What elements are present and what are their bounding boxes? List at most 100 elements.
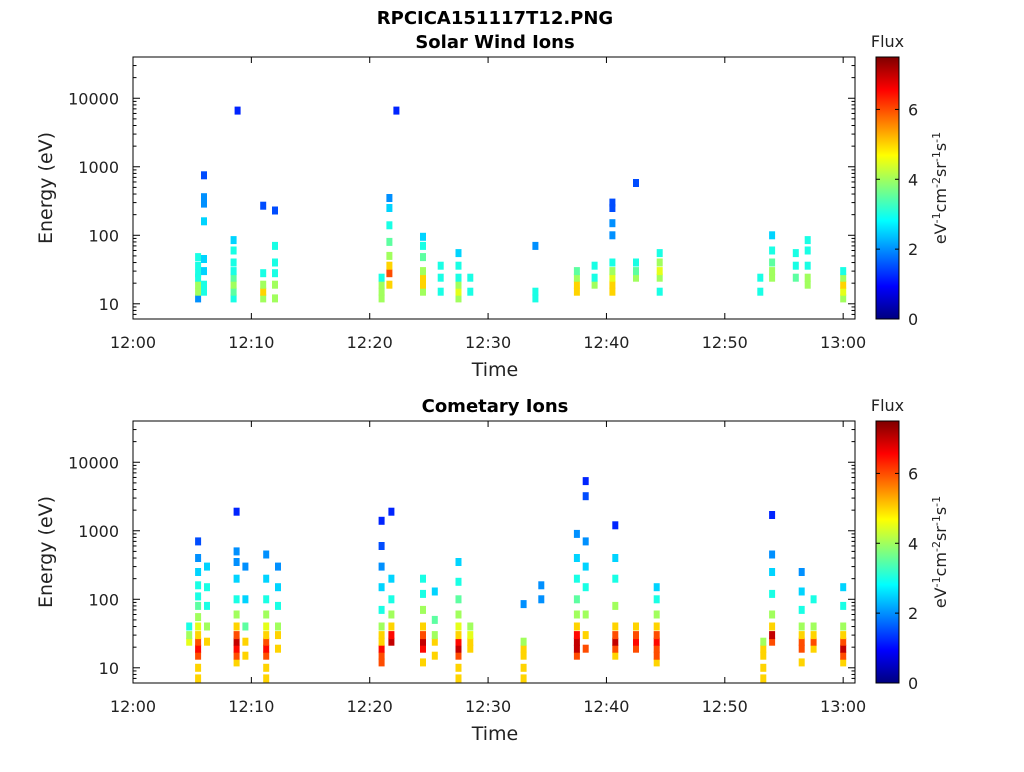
heatmap-cell xyxy=(388,595,395,604)
heatmap-cell xyxy=(760,651,767,660)
heatmap-cell xyxy=(612,622,619,631)
heatmap-cell xyxy=(386,221,393,230)
heatmap-cell xyxy=(263,631,270,640)
heatmap-cell xyxy=(582,492,589,501)
heatmap-cell xyxy=(769,273,776,282)
heatmap-cell xyxy=(769,637,776,646)
heatmap-cell xyxy=(263,595,270,604)
x-axis-label: Time xyxy=(471,359,519,381)
heatmap-cell xyxy=(242,637,249,646)
heatmap-cell xyxy=(230,287,237,296)
heatmap-cell xyxy=(455,287,462,296)
heatmap-cell xyxy=(272,269,278,278)
heatmap-cell xyxy=(653,637,660,646)
heatmap-cell xyxy=(798,605,805,614)
heatmap-cell xyxy=(609,287,616,296)
heatmap-cell xyxy=(520,637,527,646)
x-tick-label: 12:50 xyxy=(702,333,748,352)
heatmap-cell xyxy=(431,637,438,646)
heatmap-cell xyxy=(195,253,202,262)
y-tick-label: 1000 xyxy=(78,158,119,177)
heatmap-cell xyxy=(840,658,847,667)
heatmap-cell xyxy=(230,236,237,245)
heatmap-cell xyxy=(804,236,811,245)
heatmap-cell xyxy=(455,261,462,270)
heatmap-cell xyxy=(263,663,270,672)
heatmap-cell xyxy=(204,562,210,571)
heatmap-cell xyxy=(263,644,270,653)
heatmap-cell xyxy=(609,267,616,276)
y-tick-label: 10 xyxy=(99,659,119,678)
heatmap-cell xyxy=(656,267,663,276)
colorbar-tick-label: 4 xyxy=(908,170,918,189)
heatmap-cell xyxy=(242,562,249,571)
heatmap-cell xyxy=(633,622,639,631)
heatmap-cell xyxy=(840,651,847,660)
heatmap-cell xyxy=(272,206,278,215)
heatmap-cell xyxy=(431,651,438,660)
heatmap-cell xyxy=(810,637,817,646)
heatmap-cell xyxy=(386,194,393,202)
heatmap-cell xyxy=(591,280,598,289)
heatmap-cell xyxy=(591,261,598,270)
heatmap-cell xyxy=(573,610,580,619)
heatmap-cell xyxy=(420,589,426,598)
heatmap-cell xyxy=(633,273,639,282)
heatmap-cell xyxy=(455,622,462,631)
heatmap-cells xyxy=(195,106,847,303)
heatmap-cell xyxy=(573,554,580,562)
heatmap-cell xyxy=(242,595,249,604)
heatmap-cell xyxy=(633,631,639,640)
heatmap-cell xyxy=(420,287,426,296)
heatmap-cell xyxy=(437,261,444,270)
colorbar-tick-label: 2 xyxy=(908,240,918,259)
heatmap-cell xyxy=(609,198,616,207)
colorbar-title: Flux xyxy=(871,396,904,415)
heatmap-cell xyxy=(582,631,589,640)
heatmap-cell xyxy=(633,267,639,276)
y-tick-label: 100 xyxy=(88,590,119,609)
heatmap-cell xyxy=(455,280,462,289)
heatmap-cell xyxy=(378,651,385,660)
heatmap-cell xyxy=(195,631,202,640)
heatmap-cell xyxy=(201,171,207,180)
heatmap-cell xyxy=(230,273,237,282)
x-tick-label: 12:40 xyxy=(583,697,629,716)
heatmap-cell xyxy=(467,644,474,653)
heatmap-cell xyxy=(653,583,660,592)
heatmap-cell xyxy=(195,622,202,631)
heatmap-cell xyxy=(263,637,270,646)
heatmap-cell xyxy=(532,241,539,250)
heatmap-cell xyxy=(455,294,462,303)
heatmap-cell xyxy=(520,651,527,660)
heatmap-cell xyxy=(573,267,580,276)
heatmap-cell xyxy=(769,622,776,631)
heatmap-cell xyxy=(275,601,281,610)
heatmap-cell xyxy=(388,610,395,619)
heatmap-cell xyxy=(195,537,202,546)
heatmap-cell xyxy=(656,287,663,296)
heatmap-cell xyxy=(760,674,767,683)
heatmap-cell xyxy=(573,622,580,631)
heatmap-cell xyxy=(186,622,193,631)
y-axis: 10 100 1000 10000 xyxy=(68,56,855,320)
y-tick-label: 10000 xyxy=(68,89,119,108)
heatmap-cell xyxy=(378,658,385,667)
heatmap-cell xyxy=(769,511,776,519)
heatmap-cell xyxy=(378,287,385,296)
heatmap-cell xyxy=(633,179,639,187)
heatmap-cell xyxy=(195,674,202,683)
heatmap-cell xyxy=(653,622,660,631)
heatmap-cell xyxy=(242,651,249,660)
heatmap-cell xyxy=(378,622,385,631)
colorbar-tick-label: 0 xyxy=(908,310,918,329)
heatmap-cell xyxy=(455,663,462,672)
heatmap-cell xyxy=(769,258,776,267)
heatmap-cell xyxy=(609,204,616,212)
heatmap-cell xyxy=(520,600,527,609)
heatmap-cell xyxy=(455,651,462,660)
heatmap-cell xyxy=(769,589,776,598)
heatmap-cell xyxy=(378,583,385,592)
heatmap-cell xyxy=(455,273,462,282)
